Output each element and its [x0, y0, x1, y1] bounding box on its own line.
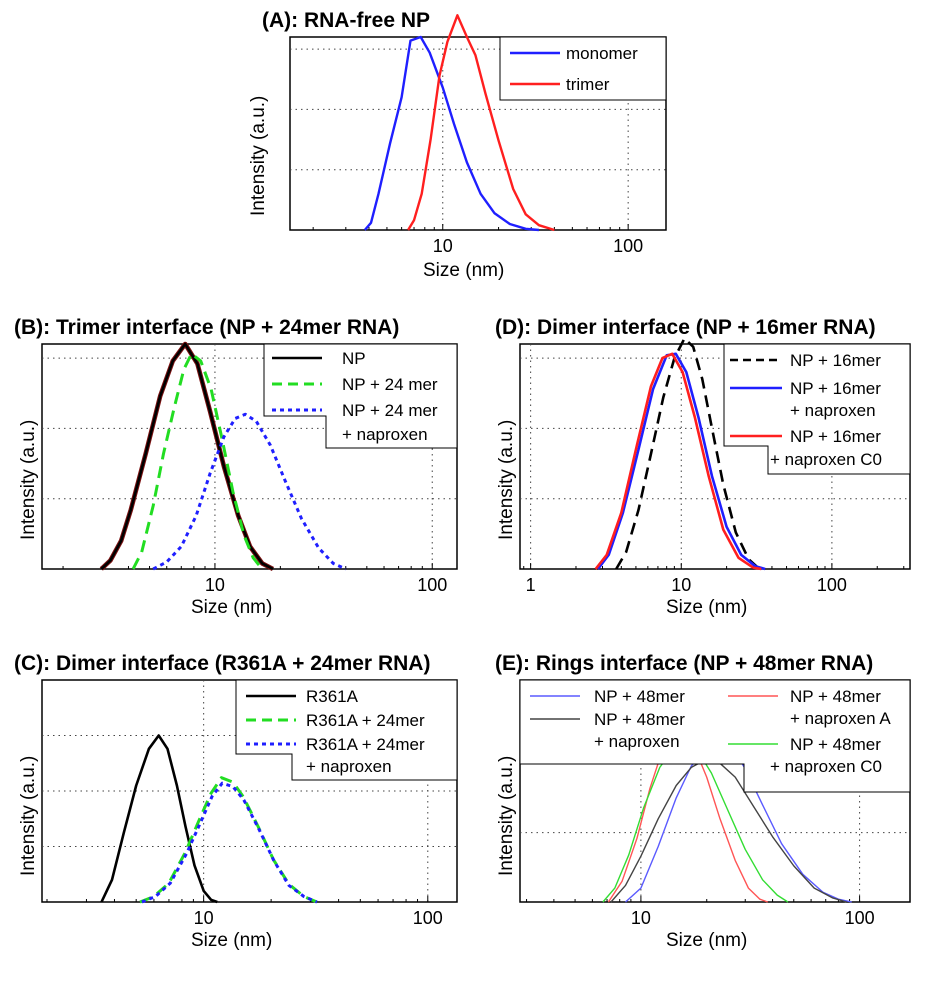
panel-e: (E): Rings interface (NP + 48mer RNA) 10… [495, 652, 911, 951]
panel-d-legend-box [723, 343, 911, 475]
panel-c-x-label: Size (nm) [191, 930, 272, 951]
panel-d-x-ticks: 1 10 100 [523, 563, 905, 595]
panel-d-series [594, 337, 766, 571]
panel-a-plot-frame [289, 36, 667, 231]
panel-a-grid [290, 37, 666, 230]
panel-b-title: (B): Trimer interface (NP + 24mer RNA) [14, 316, 399, 339]
panel-a-title: (A): RNA-free NP [262, 9, 430, 32]
legend-label-np-16mer-naproxen: NP + 16mer [790, 379, 881, 398]
panel-b-series [99, 341, 347, 572]
legend-label-np-48mer: NP + 48mer [594, 687, 685, 706]
series-line-r361a [100, 734, 218, 904]
panel-a-series [363, 14, 555, 232]
x-tick-label: 10 [194, 908, 214, 928]
x-tick-label: 10 [671, 575, 691, 595]
x-tick-label: 100 [413, 908, 443, 928]
panel-e-legend: NP + 48mer NP + 48mer + naproxen NP + 48… [519, 679, 911, 793]
panel-c-x-ticks: 10 100 [46, 896, 443, 928]
series-line-np-24-mer-naproxen [152, 412, 347, 571]
panel-c-y-label: Intensity (a.u.) [18, 756, 39, 876]
panel-e-legend-box [519, 679, 911, 793]
x-tick-label: 10 [205, 575, 225, 595]
panel-a-legend: monomer trimer [499, 36, 667, 101]
legend-label-np-16mer-naproxen-c0-line2: + naproxen C0 [770, 450, 882, 469]
panel-a-x-ticks: 10 100 [312, 224, 643, 256]
panel-d-x-label: Size (nm) [666, 597, 747, 618]
legend-label-np-24mer: NP + 24 mer [342, 375, 438, 394]
series-line-trimer [407, 14, 555, 232]
panel-b-grid [42, 344, 457, 569]
panel-b: (B): Trimer interface (NP + 24mer RNA) 1… [14, 316, 458, 618]
panel-b-plot-frame [41, 343, 458, 570]
series-line-np-16mer [615, 337, 761, 570]
panel-b-x-label: Size (nm) [191, 597, 272, 618]
panel-b-x-ticks: 10 100 [62, 563, 447, 595]
legend-label-np-16mer-naproxen-line2: + naproxen [790, 401, 876, 420]
x-tick-label: 10 [631, 908, 651, 928]
series-line-r361a-24mer [139, 776, 318, 904]
panel-d-legend: NP + 16mer NP + 16mer + naproxen NP + 16… [723, 343, 911, 475]
panel-a-y-label: Intensity (a.u.) [248, 96, 269, 216]
panel-c: (C): Dimer interface (R361A + 24mer RNA)… [14, 652, 458, 951]
legend-label-np-48mer-naproxen-line2: + naproxen [594, 732, 680, 751]
series-line-r361a-24mer-naproxen [141, 781, 318, 904]
panel-d-title: (D): Dimer interface (NP + 16mer RNA) [495, 316, 876, 339]
panel-d-y-label: Intensity (a.u.) [496, 420, 517, 540]
x-tick-label: 100 [817, 575, 847, 595]
legend-label-trimer: trimer [566, 75, 610, 94]
legend-label-np-48mer-naproxen-c0-line2: + naproxen C0 [770, 757, 882, 776]
legend-label-r361a: R361A [306, 687, 359, 706]
series-line-np-16mer-naproxen [596, 352, 766, 571]
legend-label-r361a-24mer-naproxen-line2: + naproxen [306, 757, 392, 776]
series-line-np [100, 342, 274, 571]
panel-e-x-ticks: 10 100 [526, 896, 875, 928]
legend-label-np-48mer-naproxen-a-line2: + naproxen A [790, 709, 891, 728]
series-line-np-24-mer [131, 352, 264, 570]
panel-c-legend-box [235, 679, 458, 781]
legend-label-np-48mer-naproxen-c0: NP + 48mer [790, 735, 881, 754]
panel-c-title: (C): Dimer interface (R361A + 24mer RNA) [14, 652, 430, 675]
legend-label-np-24mer-naproxen-line2: + naproxen [342, 425, 428, 444]
panel-b-y-label: Intensity (a.u.) [18, 420, 39, 540]
panel-c-grid [42, 680, 457, 902]
legend-label-np-48mer-naproxen-a: NP + 48mer [790, 687, 881, 706]
panel-c-legend: R361A R361A + 24mer R361A + 24mer + napr… [235, 679, 458, 781]
panel-e-y-label: Intensity (a.u.) [496, 756, 517, 876]
legend-label-r361a-24mer-naproxen: R361A + 24mer [306, 735, 425, 754]
panel-e-title: (E): Rings interface (NP + 48mer RNA) [495, 652, 873, 675]
legend-label-np-16mer-naproxen-c0: NP + 16mer [790, 427, 881, 446]
legend-label-np-16mer: NP + 16mer [790, 351, 881, 370]
panel-e-x-label: Size (nm) [666, 930, 747, 951]
series-line-monomer [363, 35, 540, 232]
legend-label-np-48mer-naproxen: NP + 48mer [594, 710, 685, 729]
legend-label-np: NP [342, 349, 366, 368]
panel-b-legend: NP NP + 24 mer NP + 24 mer + naproxen [263, 343, 458, 449]
series-line-np-16mer-naproxen-c0 [594, 352, 762, 571]
x-tick-label: 100 [417, 575, 447, 595]
legend-label-monomer: monomer [566, 44, 638, 63]
x-tick-label: 100 [845, 908, 875, 928]
panel-b-legend-box [263, 343, 458, 449]
x-tick-label: 100 [613, 236, 643, 256]
x-tick-label: 10 [433, 236, 453, 256]
panel-a: (A): RNA-free NP 10 100 monomer trimer In… [248, 9, 667, 281]
legend-label-np-24mer-naproxen: NP + 24 mer [342, 401, 438, 420]
panel-c-series [100, 734, 318, 904]
legend-label-r361a-24mer: R361A + 24mer [306, 711, 425, 730]
panel-a-x-label: Size (nm) [423, 260, 504, 281]
panel-a-legend-box [499, 36, 667, 101]
x-tick-label: 1 [526, 575, 536, 595]
